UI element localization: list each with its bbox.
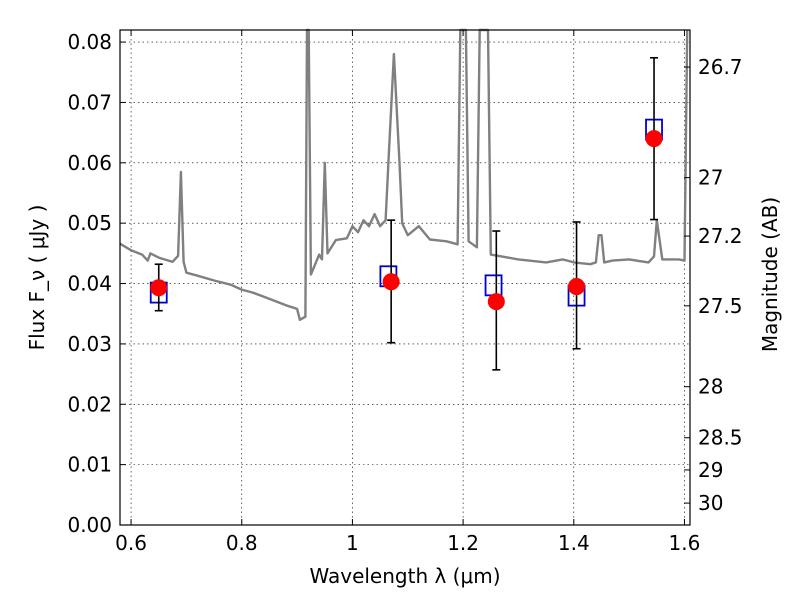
y-tick-label: 0.04	[67, 272, 112, 296]
x-tick-label: 1.6	[669, 531, 701, 555]
ticks: 0.6 0.8 1 1.2 1.4 1.6 0.00 0.01 0.02 0.03 0.04 0.05…	[67, 30, 743, 555]
model-spectrum-line	[119, 28, 689, 321]
y-tick-label: 0.08	[67, 30, 112, 54]
y-axis-label: Flux F_ν ( μJy )	[25, 205, 49, 351]
y-tick-label: 0.05	[67, 211, 112, 235]
mag-tick-label: 27.5	[698, 294, 743, 318]
y-tick-label: 0.07	[67, 90, 112, 114]
observed-flux-point	[487, 293, 505, 311]
observed-flux-point	[568, 278, 586, 296]
y-tick-label: 0.03	[67, 332, 112, 356]
x-tick-label: 0.8	[226, 531, 258, 555]
x-tick-label: 0.6	[115, 531, 147, 555]
mag-tick-label: 28.5	[698, 426, 743, 450]
y-tick-label: 0.06	[67, 151, 112, 175]
mag-tick-label: 30	[698, 491, 723, 515]
observed-flux-point	[150, 279, 168, 297]
mag-tick-label: 27.2	[698, 224, 743, 248]
mag-tick-label: 28	[698, 375, 723, 399]
x-axis-label: Wavelength λ (μm)	[309, 564, 500, 588]
y-axis-right-label: Magnitude (AB)	[758, 197, 782, 352]
mag-tick-label: 26.7	[698, 55, 743, 79]
x-tick-label: 1.2	[447, 531, 479, 555]
observed-flux-point	[382, 273, 400, 291]
plot-data	[119, 28, 689, 371]
mag-tick-label: 29	[698, 458, 723, 482]
x-tick-label: 1	[346, 531, 359, 555]
y-tick-label: 0.00	[67, 513, 112, 537]
y-tick-label: 0.01	[67, 453, 112, 477]
observed-flux-point	[645, 130, 663, 148]
plot-frame	[119, 29, 691, 526]
y-tick-label: 0.02	[67, 392, 112, 416]
model-flux-square	[484, 274, 503, 297]
x-tick-label: 1.4	[558, 531, 590, 555]
mag-tick-label: 27	[698, 166, 723, 190]
